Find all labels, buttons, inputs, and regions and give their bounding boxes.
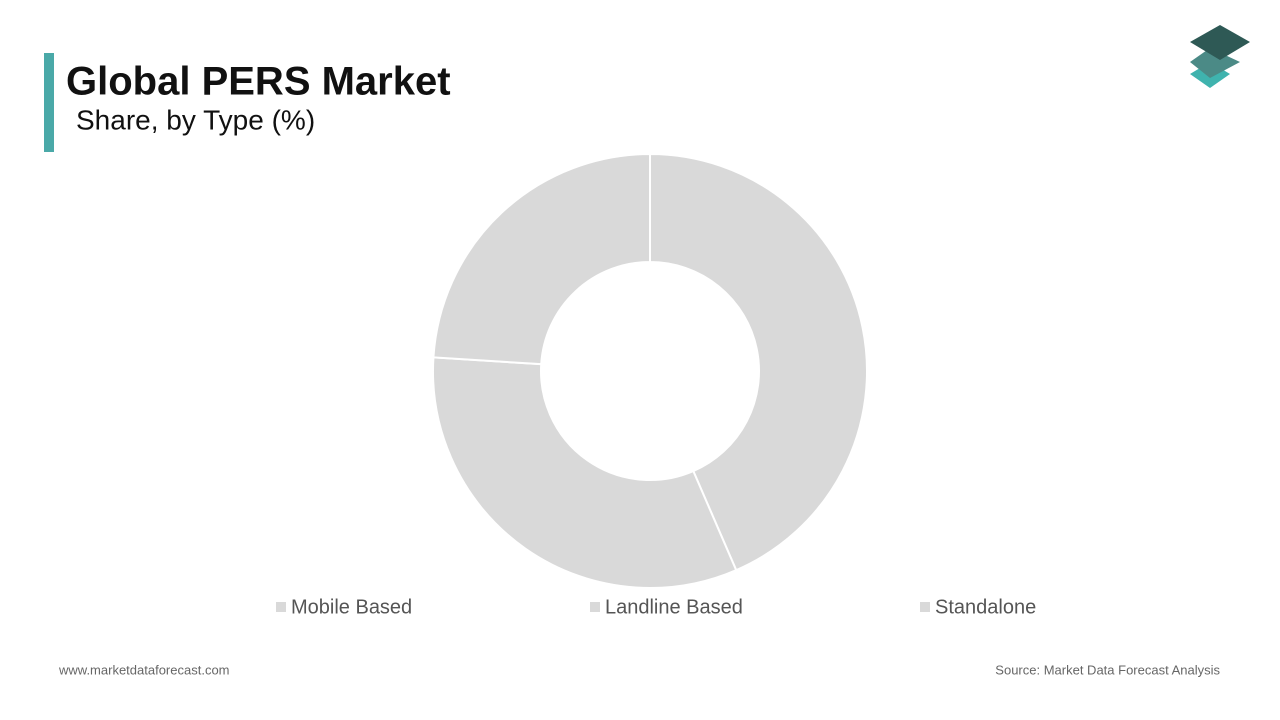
legend-label: Landline Based [605,596,743,618]
title-accent [44,53,54,152]
legend-swatch [276,602,286,612]
donut [432,152,868,589]
legend-label: Standalone [935,596,1036,618]
legend: Mobile Based Landline Based Standalone [276,596,1036,618]
donut-segment [432,152,651,366]
source: Source: Market Data Forecast Analysis [995,662,1220,677]
legend-swatch [590,602,600,612]
legend-swatch [920,602,930,612]
donut-segment [649,152,868,572]
website: www.marketdataforecast.com [58,662,230,677]
chart-subtitle: Share, by Type (%) [76,104,315,135]
logo [1190,25,1250,88]
chart-title: Global PERS Market [66,60,451,104]
donut-segment [432,356,738,589]
legend-label: Mobile Based [291,596,412,618]
